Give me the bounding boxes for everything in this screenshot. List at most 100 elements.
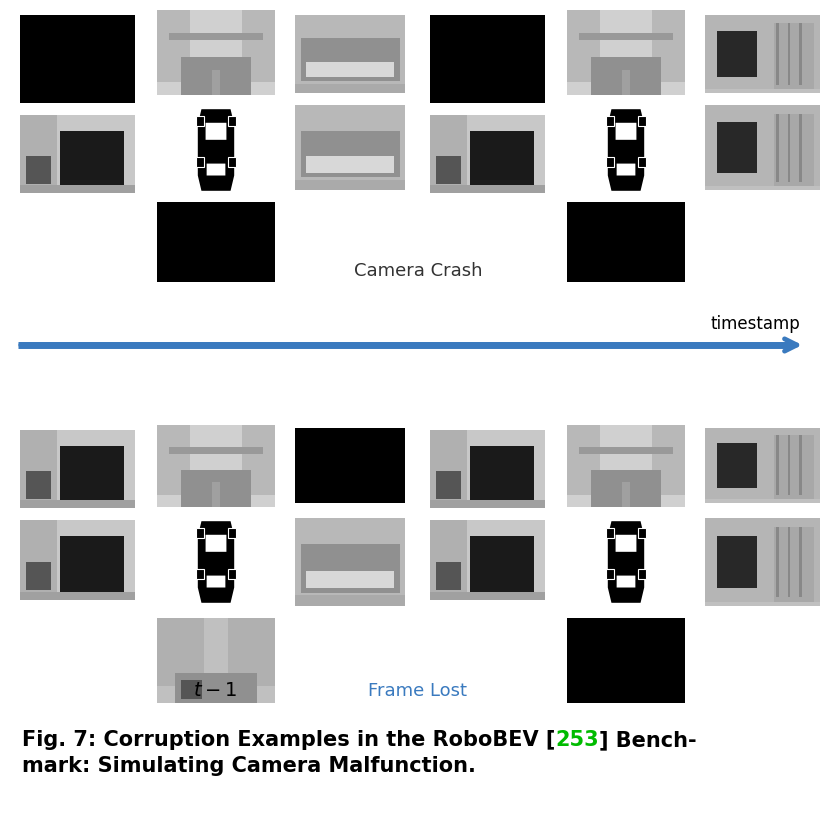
Polygon shape xyxy=(608,109,645,191)
Bar xyxy=(242,10,275,82)
FancyBboxPatch shape xyxy=(617,164,635,176)
Text: $t$: $t$ xyxy=(619,682,630,700)
Text: $t$: $t$ xyxy=(619,262,630,280)
Bar xyxy=(567,425,685,507)
Bar xyxy=(430,592,545,600)
Bar xyxy=(567,202,685,282)
Bar xyxy=(799,23,802,85)
Bar xyxy=(777,23,778,85)
Bar xyxy=(196,157,203,167)
Polygon shape xyxy=(198,521,234,603)
Bar xyxy=(20,520,135,600)
Bar xyxy=(157,425,190,495)
Bar xyxy=(567,425,600,495)
Bar xyxy=(639,528,645,538)
Bar xyxy=(306,62,394,77)
Text: Fig. 7: Corruption Examples in the RoboBEV [: Fig. 7: Corruption Examples in the RoboB… xyxy=(22,730,555,750)
Bar xyxy=(26,156,51,183)
Text: Frame Lost: Frame Lost xyxy=(369,682,467,700)
Text: mark: Simulating Camera Malfunction.: mark: Simulating Camera Malfunction. xyxy=(22,756,476,776)
Bar xyxy=(705,105,820,186)
Bar xyxy=(295,428,405,503)
Bar xyxy=(430,520,545,600)
Bar xyxy=(606,528,614,538)
Bar xyxy=(788,113,790,182)
Bar xyxy=(652,10,685,82)
Polygon shape xyxy=(608,521,645,603)
Bar xyxy=(436,156,461,183)
Bar xyxy=(470,131,533,185)
Bar xyxy=(705,105,820,190)
Bar xyxy=(306,156,394,173)
Bar xyxy=(788,23,790,85)
Bar xyxy=(430,15,545,103)
Bar xyxy=(590,57,661,95)
Text: 253: 253 xyxy=(555,730,599,750)
Bar xyxy=(777,436,778,496)
Bar xyxy=(20,185,135,193)
Bar xyxy=(60,536,124,592)
Bar xyxy=(436,471,461,499)
Bar xyxy=(157,425,275,507)
Bar xyxy=(430,185,545,193)
Bar xyxy=(430,115,545,193)
Bar xyxy=(157,10,275,95)
Bar xyxy=(716,30,757,77)
Text: $t-1$: $t-1$ xyxy=(193,262,237,280)
Bar xyxy=(716,122,757,173)
Bar xyxy=(175,673,257,703)
Bar xyxy=(169,447,263,454)
Bar xyxy=(716,536,757,589)
Bar xyxy=(181,57,252,95)
Bar xyxy=(300,131,400,178)
Bar xyxy=(623,70,630,95)
Bar xyxy=(20,430,135,508)
Bar xyxy=(799,527,802,598)
Bar xyxy=(157,10,190,82)
Bar xyxy=(470,446,533,501)
Text: ] Bench-: ] Bench- xyxy=(599,730,696,750)
Bar xyxy=(705,15,820,93)
Bar xyxy=(788,527,790,598)
Bar xyxy=(228,528,236,538)
Bar xyxy=(774,113,814,186)
Bar xyxy=(716,443,757,488)
Bar xyxy=(20,520,57,592)
Bar xyxy=(295,105,405,190)
Bar xyxy=(777,113,778,182)
Bar xyxy=(212,70,220,95)
Bar xyxy=(777,527,778,598)
Bar xyxy=(26,471,51,499)
FancyBboxPatch shape xyxy=(206,535,227,552)
Bar xyxy=(430,430,466,501)
Bar xyxy=(774,527,814,602)
FancyBboxPatch shape xyxy=(206,122,227,140)
Bar xyxy=(430,520,466,592)
Bar xyxy=(20,430,57,501)
FancyBboxPatch shape xyxy=(617,575,635,588)
Bar xyxy=(300,544,400,593)
Bar xyxy=(606,157,614,167)
Bar xyxy=(430,501,545,508)
Bar xyxy=(228,569,236,579)
Bar xyxy=(567,618,685,703)
Bar xyxy=(20,115,57,185)
Bar xyxy=(470,536,533,592)
Bar xyxy=(774,23,814,89)
Bar xyxy=(60,131,124,185)
Bar xyxy=(579,33,673,39)
Text: timestamp: timestamp xyxy=(711,315,800,333)
Bar xyxy=(567,10,600,82)
Bar xyxy=(227,618,275,686)
Bar xyxy=(26,562,51,590)
Polygon shape xyxy=(198,109,234,191)
FancyBboxPatch shape xyxy=(206,164,226,176)
Bar xyxy=(20,501,135,508)
Text: Camera Crash: Camera Crash xyxy=(354,262,482,280)
Bar xyxy=(212,483,220,507)
Bar xyxy=(623,483,630,507)
Bar xyxy=(705,428,820,503)
Bar xyxy=(705,518,820,606)
Bar xyxy=(295,15,405,93)
FancyBboxPatch shape xyxy=(206,575,226,588)
